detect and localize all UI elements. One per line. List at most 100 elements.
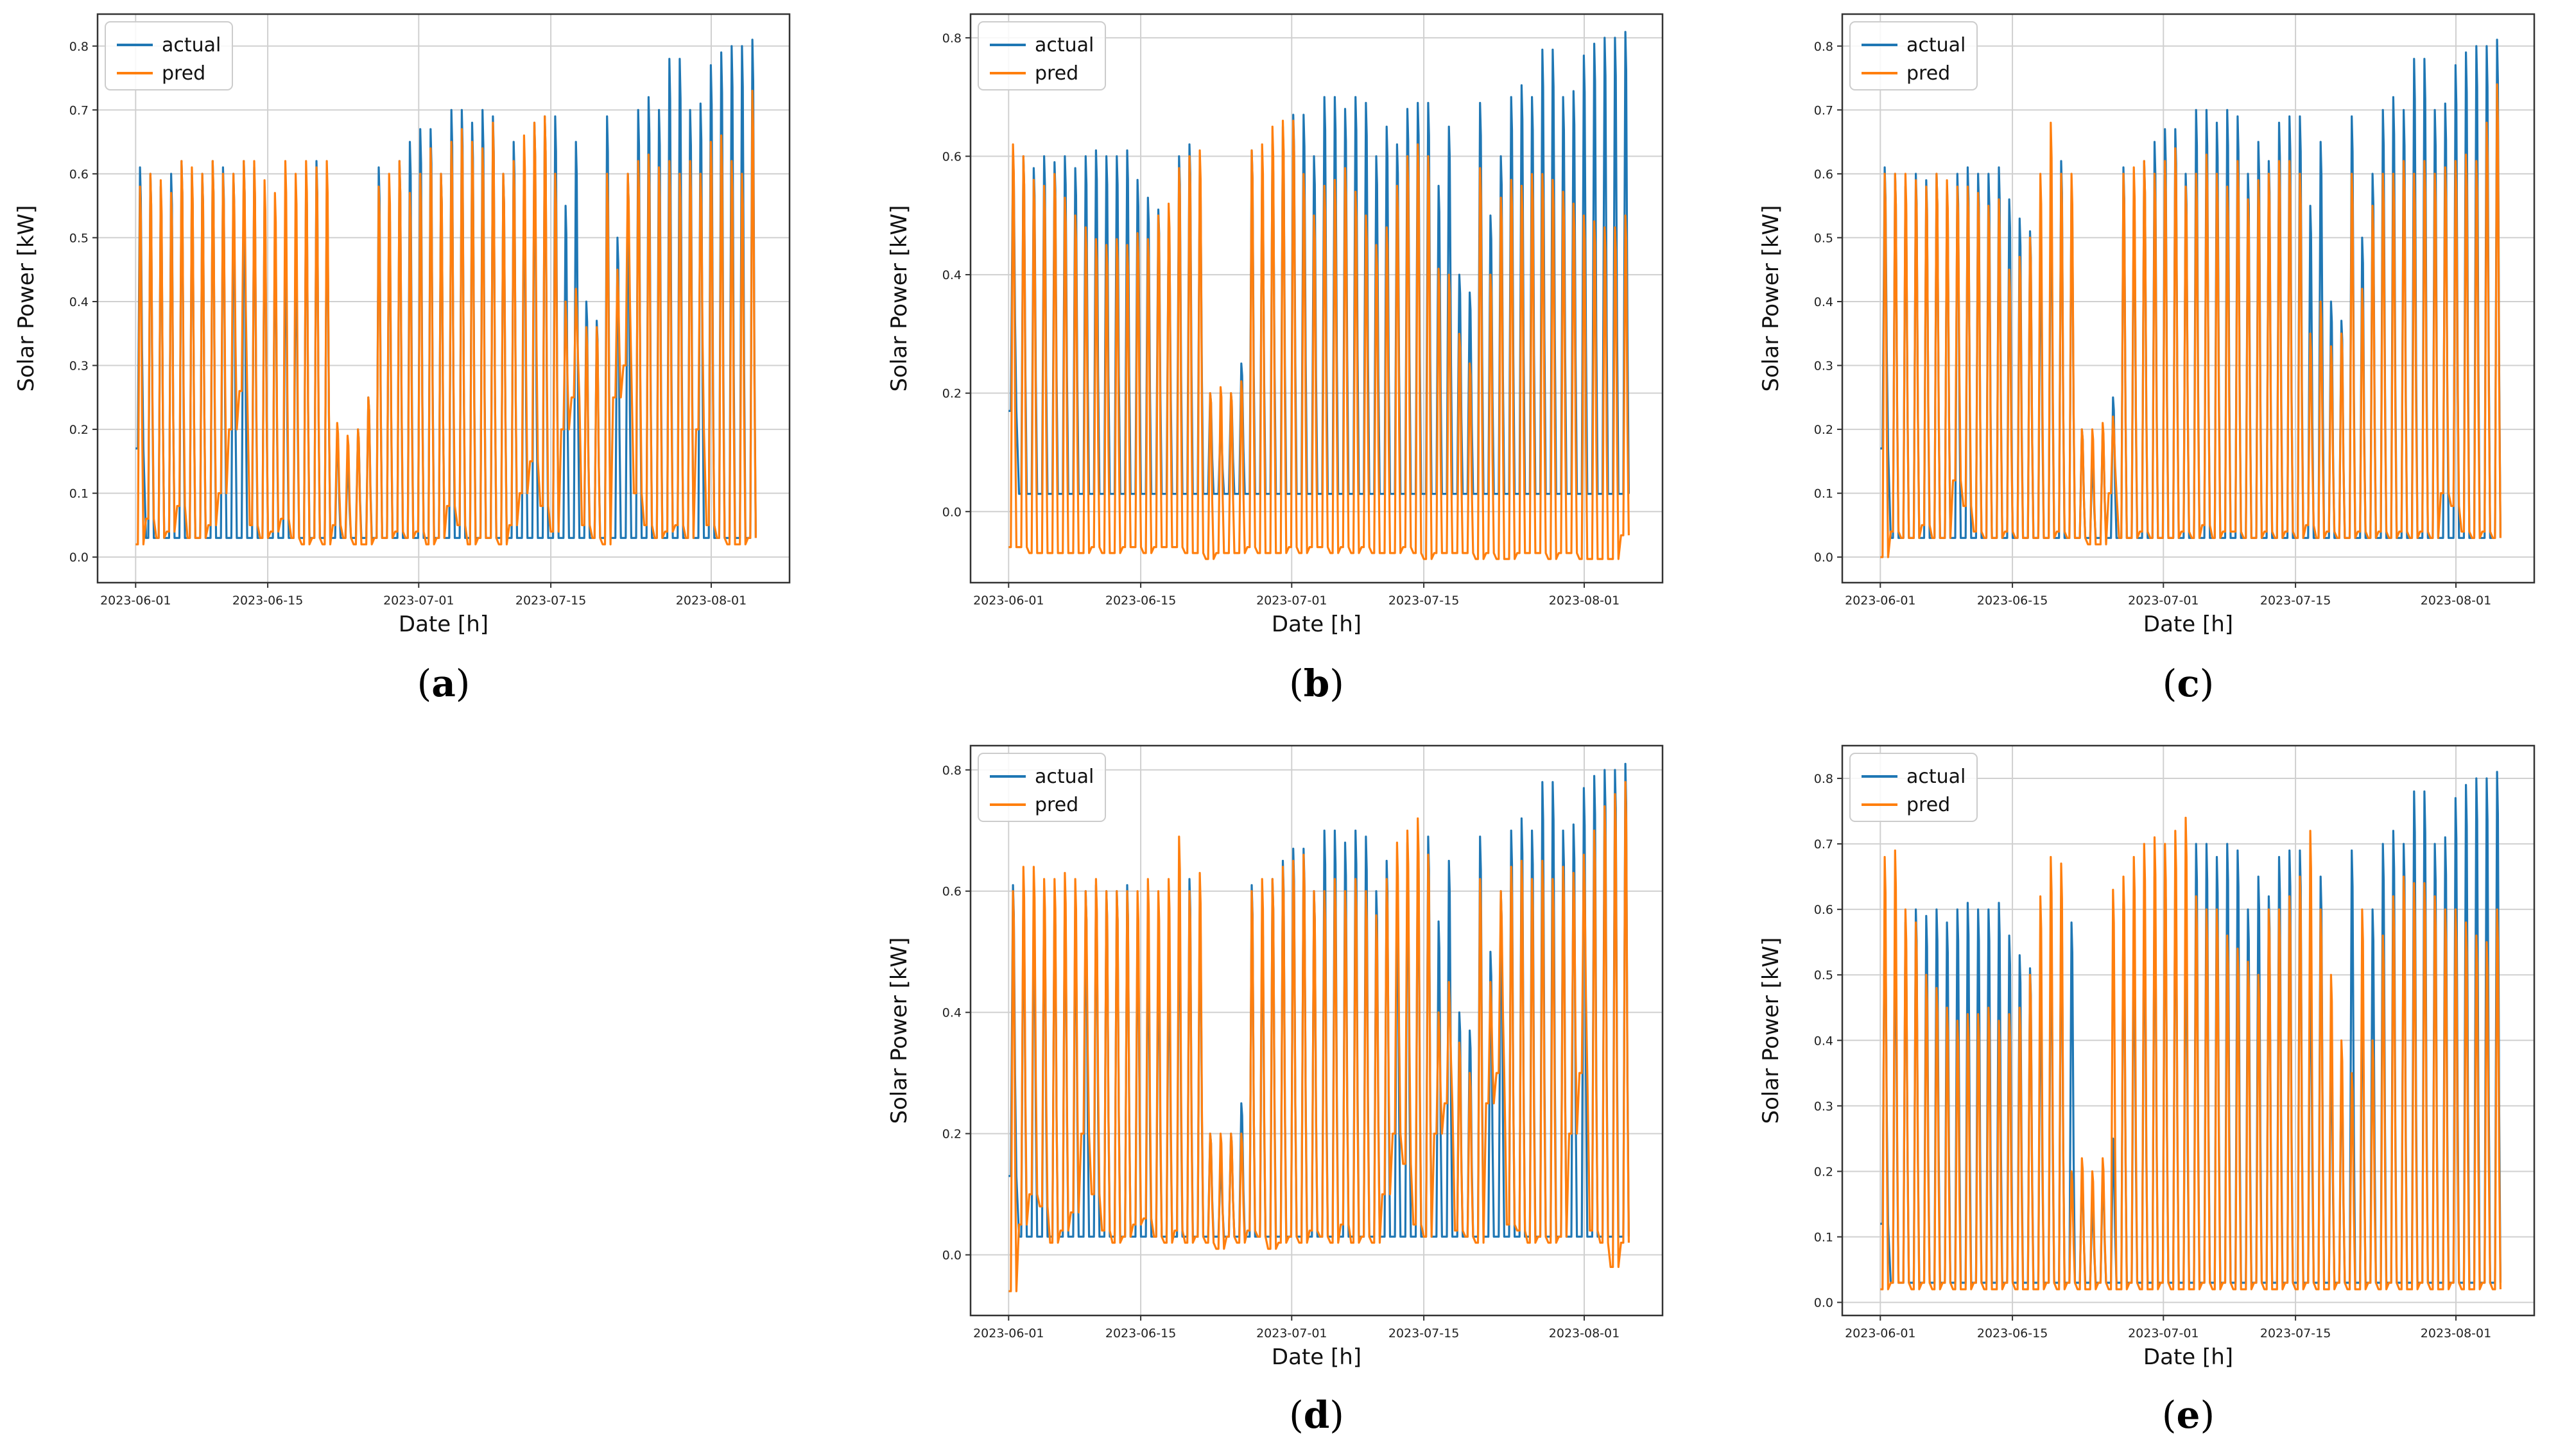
panel-caption: (a) xyxy=(417,662,471,705)
y-tick-label: 0.2 xyxy=(69,423,89,437)
y-tick-label: 0.8 xyxy=(69,40,89,54)
legend: actual pred xyxy=(1849,21,1978,90)
x-tick-label: 2023-08-01 xyxy=(676,594,747,608)
legend-label-actual: actual xyxy=(1906,766,1966,788)
panel-caption: (e) xyxy=(2162,1393,2215,1437)
legend-label-pred: pred xyxy=(1906,794,1950,816)
x-axis-label: Date [h] xyxy=(2143,612,2233,637)
panel-caption-letter: d xyxy=(1304,1393,1330,1437)
panel-caption-letter: b xyxy=(1304,662,1330,705)
x-tick-label: 2023-06-15 xyxy=(1105,594,1176,608)
y-tick-label: 0.6 xyxy=(942,150,962,164)
y-tick-label: 0.1 xyxy=(69,487,89,501)
x-tick-label: 2023-07-15 xyxy=(1388,1326,1459,1340)
legend: actual pred xyxy=(1849,753,1978,822)
x-tick-label: 2023-07-01 xyxy=(383,594,454,608)
series-line-pred xyxy=(135,89,757,545)
legend-label-pred: pred xyxy=(1035,794,1078,816)
series-line-actual xyxy=(1880,771,2501,1284)
x-tick-label: 2023-06-01 xyxy=(973,594,1044,608)
y-tick-label: 0.8 xyxy=(1814,40,1833,54)
y-axis-label: Solar Power [kW] xyxy=(886,938,912,1124)
y-tick-label: 0.3 xyxy=(1814,359,1833,373)
panel-caption: (c) xyxy=(2163,662,2215,705)
plot-frame xyxy=(969,744,1664,1317)
x-tick-label: 2023-07-01 xyxy=(1256,594,1327,608)
x-tick-label: 2023-06-15 xyxy=(1977,1326,2048,1340)
chart-panel-c: 0.0 0.1 0.2 0.3 0.4 0.5 0.6 0.7 0.8 2023-06-01 202… xyxy=(1758,13,2536,705)
y-tick-label: 0.5 xyxy=(1814,231,1833,245)
y-tick-label: 0.3 xyxy=(69,359,89,373)
y-tick-label: 0.2 xyxy=(1814,423,1833,437)
series-line-actual xyxy=(1008,762,1630,1238)
legend-label-pred: pred xyxy=(1906,62,1950,85)
x-axis-label: Date [h] xyxy=(2143,1344,2233,1370)
y-tick-label: 0.1 xyxy=(1814,487,1833,501)
y-tick-label: 0.1 xyxy=(1814,1231,1833,1245)
x-tick-label: 2023-07-15 xyxy=(2260,1326,2331,1340)
series-line-pred xyxy=(1880,83,2501,558)
series-line-pred xyxy=(1880,816,2501,1290)
chart-panel-a: 0.0 0.1 0.2 0.3 0.4 0.5 0.6 0.7 0.8 2023-06-01 202… xyxy=(13,13,791,705)
x-tick-label: 2023-07-15 xyxy=(1388,594,1459,608)
y-tick-label: 0.4 xyxy=(942,1006,962,1020)
y-tick-label: 0.5 xyxy=(69,231,89,245)
legend-label-actual: actual xyxy=(1906,34,1966,56)
x-tick-label: 2023-07-01 xyxy=(1256,1326,1327,1340)
x-tick-label: 2023-06-01 xyxy=(973,1326,1044,1340)
x-axis-label: Date [h] xyxy=(399,612,488,637)
y-tick-label: 0.6 xyxy=(69,167,89,182)
x-tick-label: 2023-08-01 xyxy=(1549,594,1620,608)
series-line-pred xyxy=(1008,781,1630,1292)
y-tick-label: 0.3 xyxy=(1814,1099,1833,1113)
x-tick-label: 2023-08-01 xyxy=(1549,1326,1620,1340)
y-tick-label: 0.6 xyxy=(1814,167,1833,182)
y-tick-label: 0.4 xyxy=(1814,295,1833,309)
y-tick-label: 0.8 xyxy=(942,31,962,46)
x-axis-label: Date [h] xyxy=(1272,1344,1361,1370)
x-tick-label: 2023-06-01 xyxy=(1845,594,1915,608)
y-tick-label: 0.5 xyxy=(1814,968,1833,982)
panel-caption-letter: c xyxy=(2177,662,2199,705)
y-tick-label: 0.0 xyxy=(1814,1296,1833,1310)
series-line-actual xyxy=(1880,39,2501,539)
legend-label-actual: actual xyxy=(162,34,221,56)
panel-caption-letter: a xyxy=(431,662,456,705)
x-tick-label: 2023-06-01 xyxy=(100,594,171,608)
legend: actual pred xyxy=(105,21,233,90)
y-tick-label: 0.7 xyxy=(69,103,89,117)
series-line-actual xyxy=(1008,31,1630,495)
y-tick-label: 0.7 xyxy=(1814,103,1833,117)
panel-caption: (b) xyxy=(1289,662,1344,705)
y-tick-label: 0.2 xyxy=(1814,1165,1833,1179)
x-tick-label: 2023-06-15 xyxy=(1105,1326,1176,1340)
plot-frame xyxy=(1841,744,2536,1317)
series-line-pred xyxy=(1008,119,1630,560)
x-tick-label: 2023-08-01 xyxy=(2421,1326,2491,1340)
x-tick-label: 2023-07-15 xyxy=(2260,594,2331,608)
y-tick-label: 0.4 xyxy=(942,268,962,282)
legend-label-actual: actual xyxy=(1035,34,1094,56)
y-tick-label: 0.0 xyxy=(942,1249,962,1263)
y-tick-label: 0.2 xyxy=(942,387,962,401)
panel-caption-letter: e xyxy=(2177,1393,2200,1437)
legend: actual pred xyxy=(978,753,1106,822)
legend-label-pred: pred xyxy=(1035,62,1078,85)
panel-caption: (d) xyxy=(1289,1393,1344,1437)
y-tick-label: 0.4 xyxy=(69,295,89,309)
y-tick-label: 0.0 xyxy=(69,551,89,565)
y-tick-label: 0.6 xyxy=(1814,903,1833,917)
y-tick-label: 0.2 xyxy=(942,1127,962,1142)
y-axis-label: Solar Power [kW] xyxy=(13,205,39,392)
y-axis-label: Solar Power [kW] xyxy=(886,205,912,392)
plot-frame xyxy=(969,13,1664,584)
chart-panel-d: 0.0 0.2 0.4 0.6 0.8 2023-06-01 2023-06-15 2023-… xyxy=(886,744,1664,1437)
x-tick-label: 2023-06-01 xyxy=(1845,1326,1915,1340)
x-tick-label: 2023-06-15 xyxy=(1977,594,2048,608)
plot-frame xyxy=(96,13,791,584)
y-tick-label: 0.4 xyxy=(1814,1034,1833,1048)
x-tick-label: 2023-08-01 xyxy=(2421,594,2491,608)
series-line-actual xyxy=(135,39,757,539)
y-axis-label: Solar Power [kW] xyxy=(1758,938,1784,1124)
